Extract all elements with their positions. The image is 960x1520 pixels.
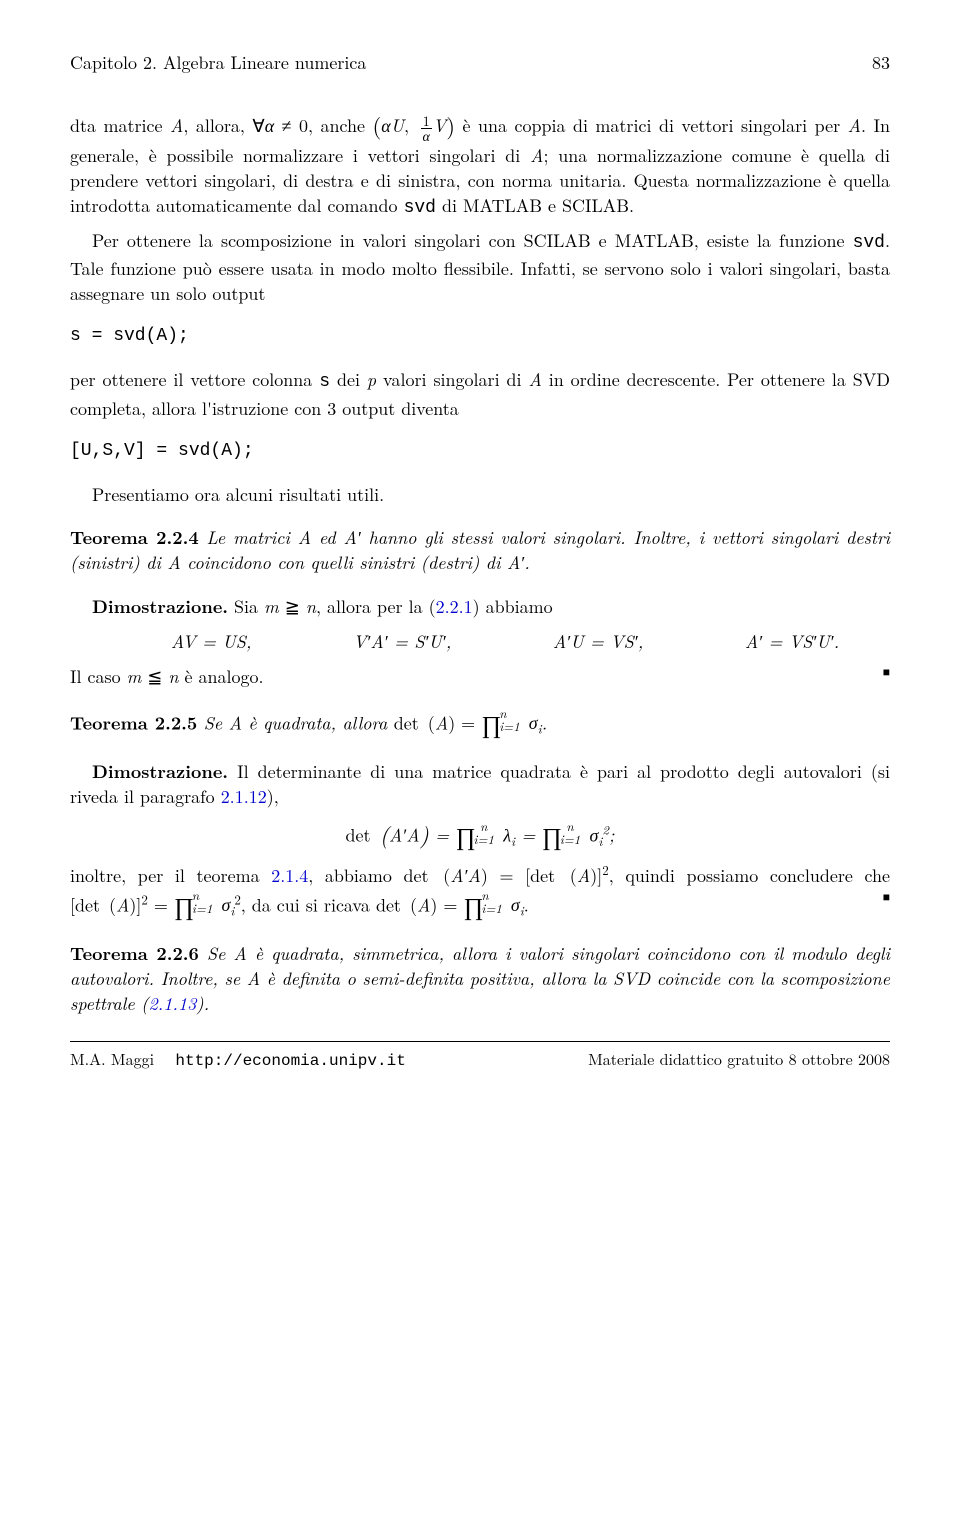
text: , allora, xyxy=(183,113,252,138)
footer-right: Materiale didattico gratuito 8 ottobre 2… xyxy=(588,1048,890,1072)
text: Se xyxy=(197,710,228,735)
text: dei xyxy=(330,367,367,392)
page-footer: M.A. Maggi http://economia.unipv.it Mate… xyxy=(70,1048,890,1072)
teorema-2-2-6: Teorema 2.2.6 Se A è quadrata, simmetric… xyxy=(70,941,890,1017)
header-chapter: Capitolo 2. Algebra Lineare numerica xyxy=(70,50,366,75)
footer-left: M.A. Maggi http://economia.unipv.it xyxy=(70,1048,406,1072)
teorema-2-2-5: Teorema 2.2.5 Se A è quadrata, allora de… xyxy=(70,707,890,741)
qed-icon xyxy=(883,664,890,681)
text: coincidono con quelli sinistri (destri) … xyxy=(181,550,507,575)
text: è quadrata, allora xyxy=(242,710,394,735)
inline-code: svd xyxy=(853,233,885,253)
body-paragraph-2: Per ottenere la scomposizione in valori … xyxy=(70,228,890,307)
dimostrazione-2-2-4: Dimostrazione. Sia m ≧ n, allora per la … xyxy=(70,594,890,619)
eq-ref-link[interactable]: 2.1.13 xyxy=(148,991,196,1016)
running-header: Capitolo 2. Algebra Lineare numerica 83 xyxy=(70,50,890,75)
equation-det-ata: det (A′A) = ∏ni=1 λi = ∏ni=1 σi2; xyxy=(70,819,890,853)
text: , anche xyxy=(308,113,372,138)
teorema-label: Teorema 2.2.4 xyxy=(70,525,199,550)
teorema-ref-link[interactable]: 2.1.4 xyxy=(271,863,308,888)
equation-row-avus: AV = US, V′A′ = S′U′, A′U = VS′, A′ = VS… xyxy=(120,629,890,654)
teorema-label: Teorema 2.2.5 xyxy=(70,710,197,735)
text: ), xyxy=(267,784,279,809)
dimostrazione-2-2-5-cont: inoltre, per il teorema 2.1.4, abbiamo d… xyxy=(70,863,890,922)
dimostrazione-2-2-4-end: Il caso m ≦ n è analogo. xyxy=(70,664,890,689)
body-paragraph-4: Presentiamo ora alcuni risultati utili. xyxy=(70,482,890,507)
text: , quindi possiamo concludere che xyxy=(609,863,890,888)
text: dta matrice xyxy=(70,113,170,138)
text: valori singolari di xyxy=(376,367,528,392)
text: Le matrici xyxy=(199,525,298,550)
text: Il caso xyxy=(70,664,127,689)
code-block-svd-single: s = svd(A); xyxy=(70,324,890,349)
footer-rule xyxy=(70,1041,890,1042)
body-paragraph-1: dta matrice A, allora, ∀α ≠ 0, anche (αU… xyxy=(70,110,890,221)
body-paragraph-3: per ottenere il vettore colonna s dei p … xyxy=(70,367,890,420)
dimostrazione-2-2-5: Dimostrazione. Il determinante di una ma… xyxy=(70,759,890,809)
text: di MATLAB e SCILAB. xyxy=(436,193,634,218)
dimostrazione-label: Dimostrazione. xyxy=(92,594,228,619)
text: Sia xyxy=(228,594,264,619)
text: ). xyxy=(196,991,209,1016)
text: Per ottenere la scomposizione in valori … xyxy=(92,228,853,253)
text: è una coppia di matrici di vettori singo… xyxy=(455,113,848,138)
footer-url[interactable]: http://economia.unipv.it xyxy=(175,1052,405,1070)
teorema-label: Teorema 2.2.6 xyxy=(70,941,199,966)
text: , abbiamo xyxy=(308,863,403,888)
header-page-number: 83 xyxy=(872,50,890,75)
qed-icon xyxy=(883,889,890,906)
eq-ref-link[interactable]: 2.2.1 xyxy=(436,594,473,619)
section-ref-link[interactable]: 2.1.12 xyxy=(221,784,267,809)
text: è analogo. xyxy=(179,664,264,689)
text: inoltre, per il teorema xyxy=(70,863,271,888)
teorema-2-2-4: Teorema 2.2.4 Le matrici A ed A′ hanno g… xyxy=(70,525,890,575)
text: , da cui si ricava xyxy=(241,892,376,917)
dimostrazione-label: Dimostrazione. xyxy=(92,759,228,784)
text: , allora per la ( xyxy=(316,594,436,619)
text: per ottenere il vettore colonna xyxy=(70,367,319,392)
text: ) abbiamo xyxy=(473,594,553,619)
inline-code: svd xyxy=(404,198,436,218)
footer-author: M.A. Maggi xyxy=(70,1047,154,1070)
code-block-svd-full: [U,S,V] = svd(A); xyxy=(70,439,890,464)
inline-code: s xyxy=(319,372,330,392)
text: Se xyxy=(199,941,234,966)
text: ed xyxy=(311,525,343,550)
